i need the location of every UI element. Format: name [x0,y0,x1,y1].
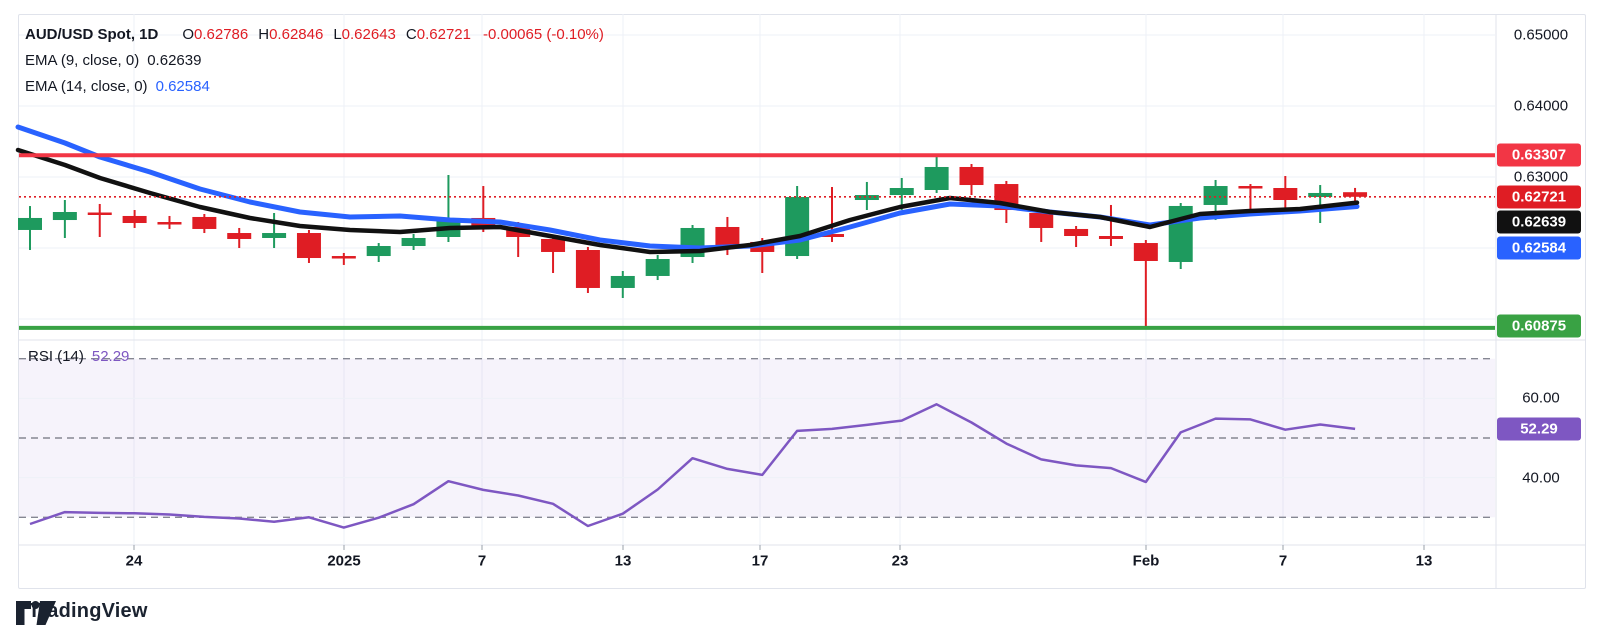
time-axis-label: 13 [614,552,632,570]
rsi-legend[interactable]: RSI (14) 52.29 [28,348,129,365]
ema14-value: 0.62584 [155,78,210,95]
candle-down [157,222,182,225]
symbol-legend: AUD/USD Spot, 1D O0.62786 H0.62846 L0.62643… [25,22,604,100]
rsi-line [29,403,1356,529]
time-axis-label: 7 [1278,552,1288,570]
time-axis-label: 2025 [327,552,361,570]
open-label: O [182,26,195,43]
candle-down [541,238,566,252]
candle-up [18,217,42,230]
price-axis-label: 0.64000 [1513,97,1569,115]
price-axis-label: 0.65000 [1513,26,1569,44]
candle-up [610,275,635,288]
candle-down [1098,236,1123,239]
candle-down [959,166,984,186]
price-badge: 0.62639 [1497,210,1581,234]
low-label: L [333,26,342,43]
candle-up [889,188,914,196]
candle-down [296,233,321,259]
candle-up [645,259,670,276]
ema9-label: EMA (9, close, 0) [25,52,140,69]
rsi-label: RSI (14) [28,348,84,365]
candle-up [924,166,949,190]
high-label: H [258,26,270,43]
candle-down [1064,228,1089,237]
price-badge: 0.60875 [1497,314,1581,338]
candle-down [227,233,252,239]
symbol-title[interactable]: AUD/USD Spot, 1D [25,26,159,43]
candle-up [1308,192,1333,198]
candle-down [820,234,845,237]
legend-row-ema9[interactable]: EMA (9, close, 0) 0.62639 [25,48,604,74]
candle-down [1029,212,1054,228]
high-value: 0.62846 [269,26,324,43]
brand-name: TradingView [28,600,148,622]
change-value: -0.00065 (-0.10%) [482,26,604,43]
rsi-pane[interactable] [18,340,1496,545]
candle-down [1238,186,1263,189]
tradingview-logo-icon [16,601,56,625]
footer-brand[interactable]: TradingView [16,600,148,625]
candle-up [1203,186,1228,205]
price-axis-label: 40.00 [1522,469,1560,487]
price-badge: 0.62584 [1497,236,1581,260]
legend-row-symbol: AUD/USD Spot, 1D O0.62786 H0.62846 L0.62643… [25,22,604,48]
candle-down [1133,243,1158,261]
candle-up [52,212,77,221]
candle-down [331,256,356,259]
time-axis-label: 24 [125,552,143,570]
time-axis-label: 13 [1415,552,1433,570]
time-axis-label: Feb [1132,552,1160,570]
ema9-line [15,147,1360,255]
time-axis[interactable] [18,545,1586,589]
ema14-label: EMA (14, close, 0) [25,78,148,95]
chart-frame [18,14,1586,589]
candle-down [1343,192,1368,197]
price-badge: 52.29 [1497,417,1581,441]
candle-up [366,246,391,257]
low-value: 0.62643 [341,26,396,43]
time-axis-label: 7 [477,552,487,570]
legend-row-ema14[interactable]: EMA (14, close, 0) 0.62584 [25,74,604,100]
price-badge: 0.62721 [1497,185,1581,209]
ema9-value: 0.62639 [147,52,202,69]
candle-up [785,197,810,257]
candle-down [87,212,112,215]
candle-down [715,226,740,246]
price-axis-label: 0.63000 [1513,168,1569,186]
candle-down [122,215,147,224]
time-axis-label: 23 [891,552,909,570]
close-label: C [405,26,417,43]
candle-down [575,249,600,288]
candle-up [262,233,287,238]
open-value: 0.62786 [194,26,249,43]
time-axis-label: 17 [751,552,769,570]
candle-down [192,216,217,229]
close-value: 0.62721 [416,26,471,43]
price-axis-label: 60.00 [1522,389,1560,407]
candle-up [854,195,879,201]
candle-up [401,237,426,247]
rsi-value: 52.29 [91,348,130,365]
price-badge: 0.63307 [1497,143,1581,167]
candle-down [1273,188,1298,201]
price-axis[interactable] [1496,14,1586,545]
